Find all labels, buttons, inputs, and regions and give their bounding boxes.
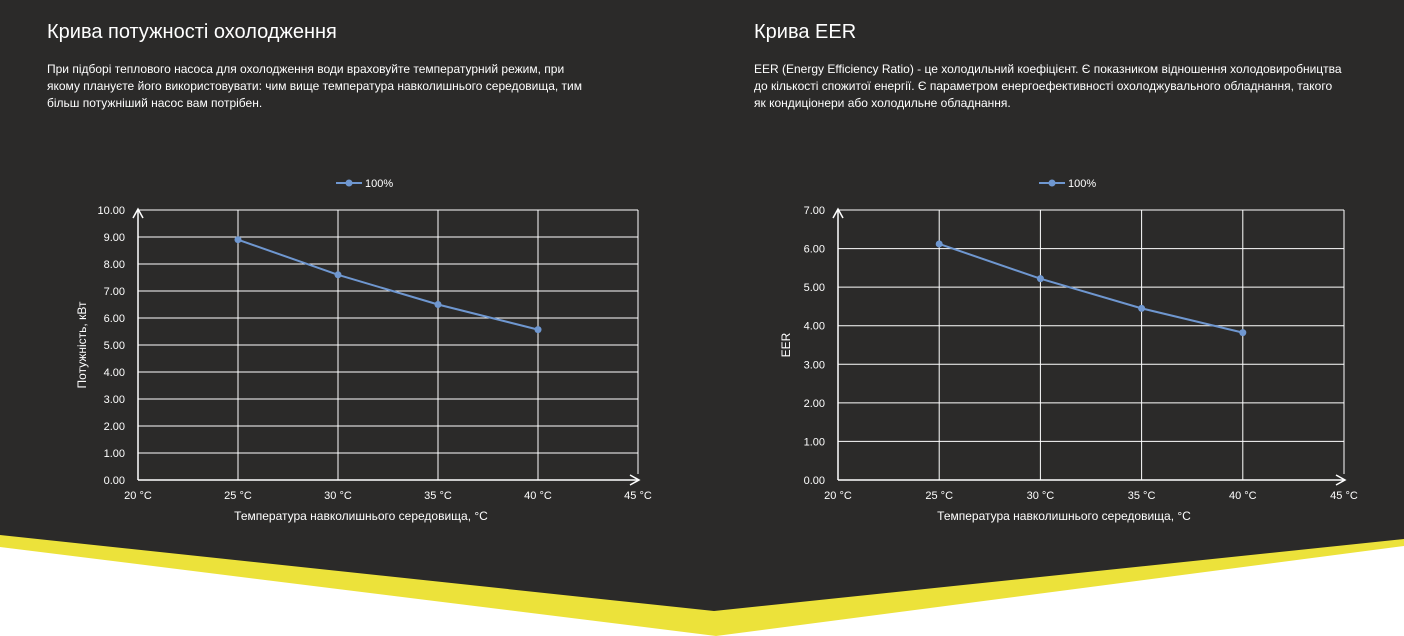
x-tick-label: 20 °C — [824, 490, 852, 502]
x-axis-title: Температура навколишнього середовища, °С — [937, 509, 1191, 523]
series-line — [938, 242, 1244, 334]
legend-marker — [1048, 179, 1056, 187]
y-tick-label: 3.00 — [104, 394, 125, 406]
x-tick-label: 40 °C — [524, 490, 552, 502]
data-point — [534, 326, 542, 334]
section-title: Крива EER — [754, 21, 857, 43]
series-line — [237, 238, 539, 331]
data-point — [434, 301, 442, 308]
x-tick-label: 45 °C — [624, 490, 652, 502]
y-tick-label: 4.00 — [804, 321, 825, 333]
x-tick-label: 25 °C — [224, 490, 252, 502]
x-tick-label: 25 °C — [925, 490, 953, 502]
eer-chart: 0.00 1.00 2.00 3.00 4.00 5.00 6.00 7.00 20 °C 25 … — [779, 178, 1358, 523]
x-axis-arrow — [629, 474, 641, 486]
y-axis-title: Потужність, кВт — [75, 301, 89, 388]
section-description: При підборі теплового насоса для охолодж… — [47, 62, 582, 110]
data-point — [1239, 329, 1247, 337]
data-point — [334, 271, 342, 279]
x-axis-arrow — [1335, 474, 1347, 486]
x-tick-label: 45 °C — [1330, 490, 1358, 502]
y-tick-label: 2.00 — [804, 398, 825, 410]
y-tick-label: 2.00 — [104, 421, 125, 433]
legend-label: 100% — [365, 178, 393, 190]
data-point — [234, 236, 242, 244]
y-tick-label: 6.00 — [804, 244, 825, 256]
x-axis-title: Температура навколишнього середовища, °С — [234, 509, 488, 523]
x-tick-label: 40 °C — [1229, 490, 1257, 502]
y-tick-label: 7.00 — [804, 205, 825, 217]
section-description: EER (Energy Efficiency Ratio) - це холод… — [754, 62, 1342, 110]
y-tick-label: 5.00 — [104, 340, 125, 352]
y-axis-arrow — [832, 207, 844, 219]
y-tick-label: 4.00 — [104, 367, 125, 379]
x-tick-label: 35 °C — [424, 490, 452, 502]
y-tick-label: 8.00 — [104, 259, 125, 271]
y-tick-label: 1.00 — [104, 448, 125, 460]
dark-background-chevron — [0, 0, 1404, 611]
y-axis-title: EER — [779, 332, 793, 357]
y-axis-arrow — [132, 207, 144, 219]
y-tick-label: 6.00 — [104, 313, 125, 325]
section-title: Крива потужності охолодження — [47, 21, 337, 43]
data-point — [1138, 304, 1146, 312]
x-tick-label: 20 °C — [124, 490, 152, 502]
y-tick-label: 5.00 — [804, 282, 825, 294]
x-tick-label: 30 °C — [1027, 490, 1055, 502]
x-tick-label: 35 °C — [1128, 490, 1156, 502]
y-tick-label: 1.00 — [804, 436, 825, 448]
y-tick-label: 10.00 — [97, 205, 125, 217]
data-point — [935, 240, 943, 248]
data-point — [1036, 275, 1044, 283]
legend-label: 100% — [1068, 178, 1096, 190]
x-tick-label: 30 °C — [324, 490, 352, 502]
y-tick-label: 7.00 — [104, 286, 125, 298]
y-tick-label: 9.00 — [104, 232, 125, 244]
y-tick-label: 0.00 — [804, 475, 825, 487]
cooling-capacity-chart: 0.00 1.00 2.00 3.00 4.00 5.00 6.00 7.00 8.00 9.00… — [75, 178, 652, 523]
y-tick-label: 0.00 — [104, 475, 125, 487]
y-tick-label: 3.00 — [804, 359, 825, 371]
legend-marker — [345, 179, 353, 187]
